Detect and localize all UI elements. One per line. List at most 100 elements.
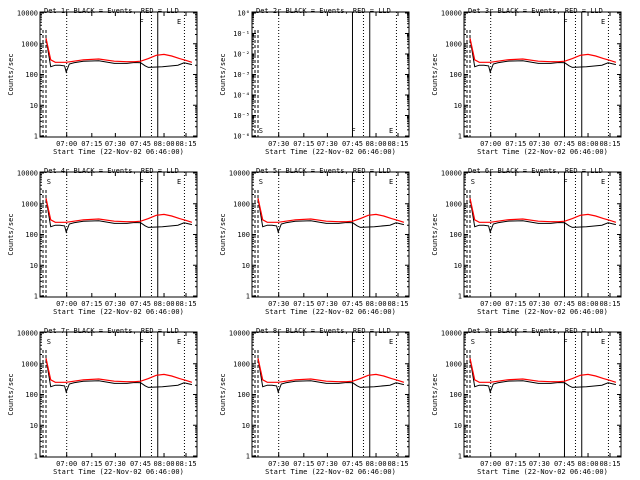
- x-axis-label: Start Time (22-Nov-02 06:46:00): [53, 308, 184, 316]
- y-tick-label: 1: [458, 133, 462, 141]
- marker-letter: E: [601, 178, 605, 186]
- x-tick-label: 07:30: [529, 140, 550, 148]
- x-tick-label: 08:15: [175, 140, 196, 148]
- chart-panel-4: Det 4r BLACK = Events, RED = LLD 1 10 100 10…: [7, 167, 198, 316]
- y-tick-label: 1: [246, 453, 250, 461]
- marker-letter: F: [351, 338, 355, 346]
- x-tick-label: 07:30: [105, 460, 126, 468]
- x-tick-label: 08:00: [153, 300, 174, 308]
- chart-title: Det 8r BLACK = Events, RED = LLD: [256, 327, 391, 335]
- y-tick-label: 1: [34, 133, 38, 141]
- marker-letter: F: [139, 18, 143, 26]
- x-axis-label: Start Time (22-Nov-02 06:46:00): [265, 148, 396, 156]
- marker-letter: S: [471, 338, 475, 346]
- y-axis-label: Counts/sec: [431, 53, 439, 95]
- y-tick-label: 10: [242, 422, 250, 430]
- x-tick-label: 08:00: [365, 300, 386, 308]
- y-tick-label: 10000: [441, 330, 462, 338]
- series-events-line: [257, 198, 405, 234]
- x-tick-label: 08:15: [175, 300, 196, 308]
- y-tick-label: 10: [454, 262, 462, 270]
- y-tick-label: 10⁻⁵: [233, 112, 250, 120]
- chart-panel-9: Det 9r BLACK = Events, RED = LLD 1 10 100 10…: [431, 327, 622, 476]
- marker-letter: E: [389, 178, 393, 186]
- y-axis-label: Counts/sec: [7, 213, 15, 255]
- y-tick-label: 10: [30, 102, 38, 110]
- x-tick-label: 07:30: [268, 460, 289, 468]
- series-events-line: [469, 38, 617, 74]
- y-tick-label: 100: [25, 71, 38, 79]
- x-tick-label: 07:45: [342, 460, 363, 468]
- chart-title: Det 4r BLACK = Events, RED = LLD: [44, 167, 179, 175]
- series-events-line: [257, 358, 405, 394]
- y-tick-label: 1000: [21, 200, 38, 208]
- marker-letter: E: [177, 178, 181, 186]
- y-tick-label: 10⁻²: [233, 51, 250, 59]
- marker-letter: F: [563, 178, 567, 186]
- y-tick-label: 100: [25, 391, 38, 399]
- y-tick-label: 10⁻⁶: [233, 133, 250, 141]
- marker-letter: S: [471, 178, 475, 186]
- x-tick-label: 08:00: [153, 140, 174, 148]
- x-tick-label: 07:45: [342, 140, 363, 148]
- marker-letter: E: [601, 338, 605, 346]
- x-tick-label: 07:45: [554, 140, 575, 148]
- x-tick-label: 08:15: [387, 300, 408, 308]
- y-tick-label: 10: [454, 102, 462, 110]
- x-tick-label: 07:30: [105, 300, 126, 308]
- x-tick-label: 07:15: [81, 460, 102, 468]
- y-tick-label: 1000: [21, 360, 38, 368]
- x-tick-label: 07:45: [130, 460, 151, 468]
- chart-panel-6: Det 6r BLACK = Events, RED = LLD 1 10 100 10…: [431, 167, 622, 316]
- marker-letter: F: [563, 338, 567, 346]
- x-tick-label: 07:30: [529, 300, 550, 308]
- y-tick-label: 10000: [17, 170, 38, 178]
- x-tick-label: 07:15: [505, 460, 526, 468]
- y-tick-label: 100: [237, 231, 250, 239]
- x-tick-label: 08:00: [577, 140, 598, 148]
- x-tick-label: 08:15: [387, 460, 408, 468]
- marker-letter: E: [177, 338, 181, 346]
- x-tick-label: 07:30: [268, 300, 289, 308]
- marker-letter: E: [601, 18, 605, 26]
- y-axis-label: Counts/sec: [431, 373, 439, 415]
- x-tick-label: 07:30: [529, 460, 550, 468]
- y-tick-label: 10⁻³: [233, 71, 250, 79]
- marker-letter: S: [47, 338, 51, 346]
- x-tick-label: 07:00: [56, 140, 77, 148]
- y-tick-label: 1: [246, 293, 250, 301]
- y-tick-label: 10: [30, 262, 38, 270]
- x-tick-label: 08:15: [599, 140, 620, 148]
- series-events-line: [45, 38, 193, 74]
- series-events-line: [469, 198, 617, 234]
- x-tick-label: 07:00: [56, 460, 77, 468]
- y-tick-label: 10000: [441, 170, 462, 178]
- y-tick-label: 10⁻¹: [233, 30, 250, 38]
- series-events-line: [45, 358, 193, 394]
- marker-letter: F: [351, 127, 355, 135]
- x-tick-label: 07:15: [293, 140, 314, 148]
- marker-letter: E: [177, 18, 181, 26]
- y-tick-label: 1: [458, 453, 462, 461]
- chart-panel-7: Det 7r BLACK = Events, RED = LLD 1 10 100 10…: [7, 327, 198, 476]
- series-lld-line: [469, 198, 617, 223]
- y-tick-label: 10: [242, 262, 250, 270]
- x-tick-label: 08:00: [153, 460, 174, 468]
- x-tick-label: 07:00: [480, 460, 501, 468]
- marker-letter: F: [351, 178, 355, 186]
- y-tick-label: 10000: [229, 330, 250, 338]
- marker-letter: E: [389, 338, 393, 346]
- y-axis-label: Counts/sec: [219, 53, 227, 95]
- x-axis-label: Start Time (22-Nov-02 06:46:00): [53, 468, 184, 476]
- marker-letter: S: [47, 178, 51, 186]
- x-tick-label: 07:15: [81, 300, 102, 308]
- x-axis-label: Start Time (22-Nov-02 06:46:00): [477, 148, 608, 156]
- chart-panel-5: Det 5r BLACK = Events, RED = LLD 1 10 100 10…: [219, 167, 410, 316]
- chart-panel-8: Det 8r BLACK = Events, RED = LLD 1 10 100 10…: [219, 327, 410, 476]
- x-tick-label: 07:30: [105, 140, 126, 148]
- chart-title: Det 5r BLACK = Events, RED = LLD: [256, 167, 391, 175]
- y-tick-label: 1000: [233, 360, 250, 368]
- y-tick-label: 10: [454, 422, 462, 430]
- x-tick-label: 07:15: [505, 300, 526, 308]
